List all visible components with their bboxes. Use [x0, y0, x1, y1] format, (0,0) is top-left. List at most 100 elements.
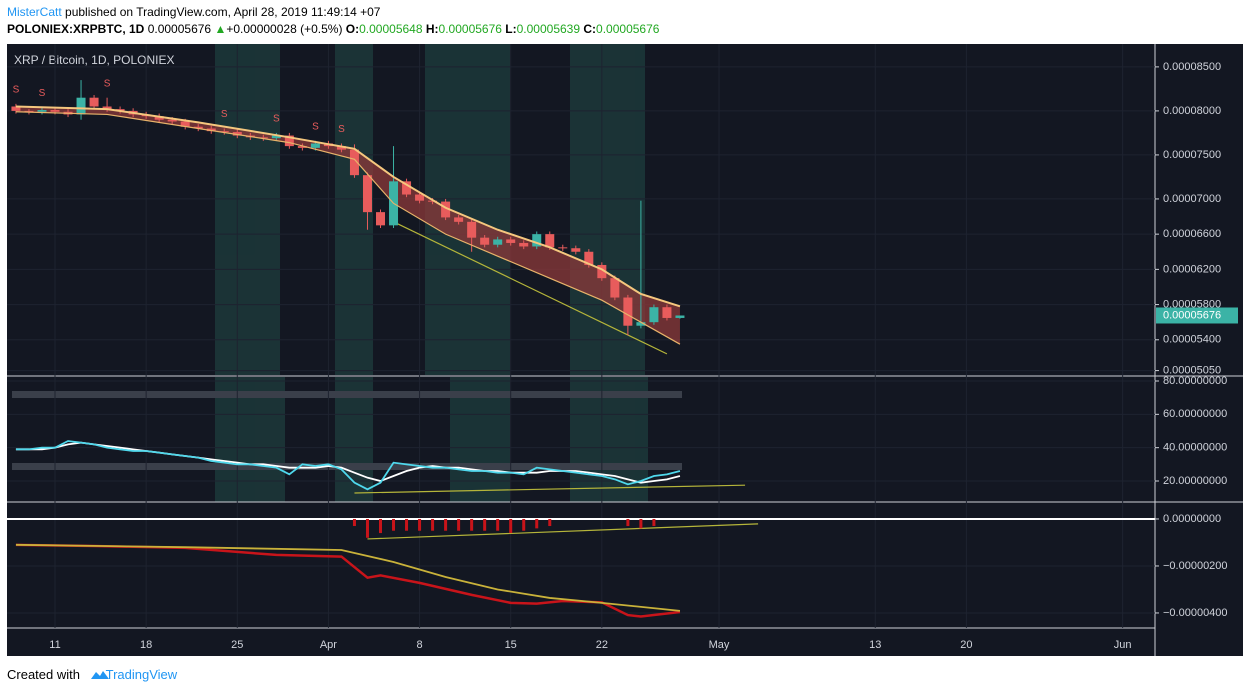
indicator-line [15, 543, 681, 618]
candle-body [454, 217, 464, 222]
trend-line [354, 484, 746, 494]
histogram-bar [535, 518, 539, 529]
histogram-bar [509, 518, 513, 534]
signal-label: S [13, 85, 20, 96]
zone [215, 44, 280, 375]
candle-body [336, 146, 346, 150]
signal-label: S [338, 124, 345, 135]
candle-body [636, 322, 646, 326]
candle-body [167, 119, 177, 122]
published: published on TradingView.com, April 28, … [65, 5, 381, 19]
last-price-label: 0.00005676 [1163, 309, 1221, 321]
histogram-bar [365, 518, 369, 538]
y-tick-label: 80.00000000 [1163, 375, 1227, 387]
header: MisterCatt published on TradingView.com,… [7, 4, 659, 38]
candle-body [50, 110, 60, 112]
y-tick-label: −0.00000200 [1163, 560, 1228, 572]
histogram-bar [470, 518, 474, 531]
histogram-bar [522, 518, 526, 531]
candle-body [310, 143, 320, 148]
low: 0.00005639 [516, 22, 581, 36]
histogram-bar [496, 518, 500, 531]
x-tick-label: 25 [231, 639, 243, 651]
author[interactable]: MisterCatt [7, 5, 62, 19]
candle-body [193, 126, 203, 129]
candle-body [180, 121, 190, 127]
candle-body [11, 106, 21, 111]
candle-body [206, 128, 216, 132]
candle-body [623, 297, 633, 326]
candle-body [493, 239, 503, 245]
histogram-bar [548, 518, 552, 527]
y-tick-label: −0.00000400 [1163, 607, 1228, 619]
chart-title: XRP / Bitcoin, 1D, POLONIEX [14, 53, 175, 67]
x-tick-label: Jun [1114, 639, 1132, 651]
candle-body [232, 132, 242, 136]
y-tick-label: 20.00000000 [1163, 475, 1227, 487]
change: +0.00000028 (+0.5%) [226, 22, 343, 36]
candle-body [37, 110, 47, 112]
candle-body [258, 137, 268, 139]
close-label: C: [583, 22, 597, 36]
indicator-line [15, 440, 681, 491]
trend-line [393, 221, 668, 355]
open: 0.00005648 [359, 22, 423, 36]
candle-body [271, 135, 281, 139]
candle-body [519, 242, 529, 247]
candle-body [584, 251, 594, 265]
y-tick-label: 60.00000000 [1163, 408, 1227, 420]
candle-body [349, 149, 359, 176]
y-tick-label: 40.00000000 [1163, 442, 1227, 454]
candle-body [558, 247, 568, 249]
y-tick-label: 0.00006200 [1163, 263, 1221, 275]
chart: XRP / Bitcoin, 1D, POLONIEX 11 18 25 Apr 8 15… [7, 44, 1243, 656]
histogram-bar [392, 518, 396, 531]
x-tick-label: 11 [49, 639, 60, 651]
candle-body [154, 116, 164, 120]
price: 0.00005676 [147, 22, 212, 36]
x-tick-label: 13 [869, 639, 881, 651]
candle-body [662, 307, 672, 318]
signal-label: S [39, 88, 46, 99]
quote-line: POLONIEX:XRPBTC, 1D 0.00005676 ▲+0.00000… [7, 21, 659, 38]
histogram-bar [639, 518, 643, 529]
y-tick-label: 0.00005400 [1163, 334, 1221, 346]
candle-body [649, 307, 659, 323]
histogram-bar [626, 518, 630, 527]
band [12, 391, 682, 398]
candle-body [362, 175, 372, 213]
rsi-bands [12, 391, 682, 470]
y-tick-label: 0.00008500 [1163, 61, 1221, 73]
arrow: ▲ [214, 22, 227, 36]
brand[interactable]: TradingView [105, 667, 178, 682]
candle-body [219, 131, 229, 133]
y-tick-label: 0.00005800 [1163, 298, 1221, 310]
indicator-line [15, 543, 681, 612]
x-tick-label: 15 [505, 639, 517, 651]
histogram-bar [405, 518, 409, 531]
ribbon [15, 106, 680, 345]
histogram-bar [652, 518, 656, 527]
candle-body [102, 106, 112, 110]
x-tick-label: 8 [416, 639, 422, 651]
candle-body [610, 278, 620, 298]
histogram-bar [431, 518, 435, 531]
x-tick-label: 20 [960, 639, 972, 651]
signal-label: S [221, 109, 228, 120]
candle-body [467, 221, 477, 238]
ma-line [15, 105, 681, 308]
candle-body [675, 315, 685, 318]
y-tick-label: 0.00006600 [1163, 228, 1221, 240]
candle-body [297, 146, 307, 148]
x-tick-label: Apr [320, 639, 337, 651]
candle-body [402, 181, 412, 195]
y-tick-label: 0.00005050 [1163, 365, 1221, 377]
candle-body [545, 234, 555, 248]
created: Created with [7, 667, 80, 682]
candle-body [24, 110, 34, 112]
open-label: O: [345, 22, 360, 36]
signal-label: S [104, 78, 111, 89]
y-tick-label: 0.00008000 [1163, 105, 1221, 117]
high-label: H: [425, 22, 439, 36]
signal-label: S [312, 121, 319, 132]
